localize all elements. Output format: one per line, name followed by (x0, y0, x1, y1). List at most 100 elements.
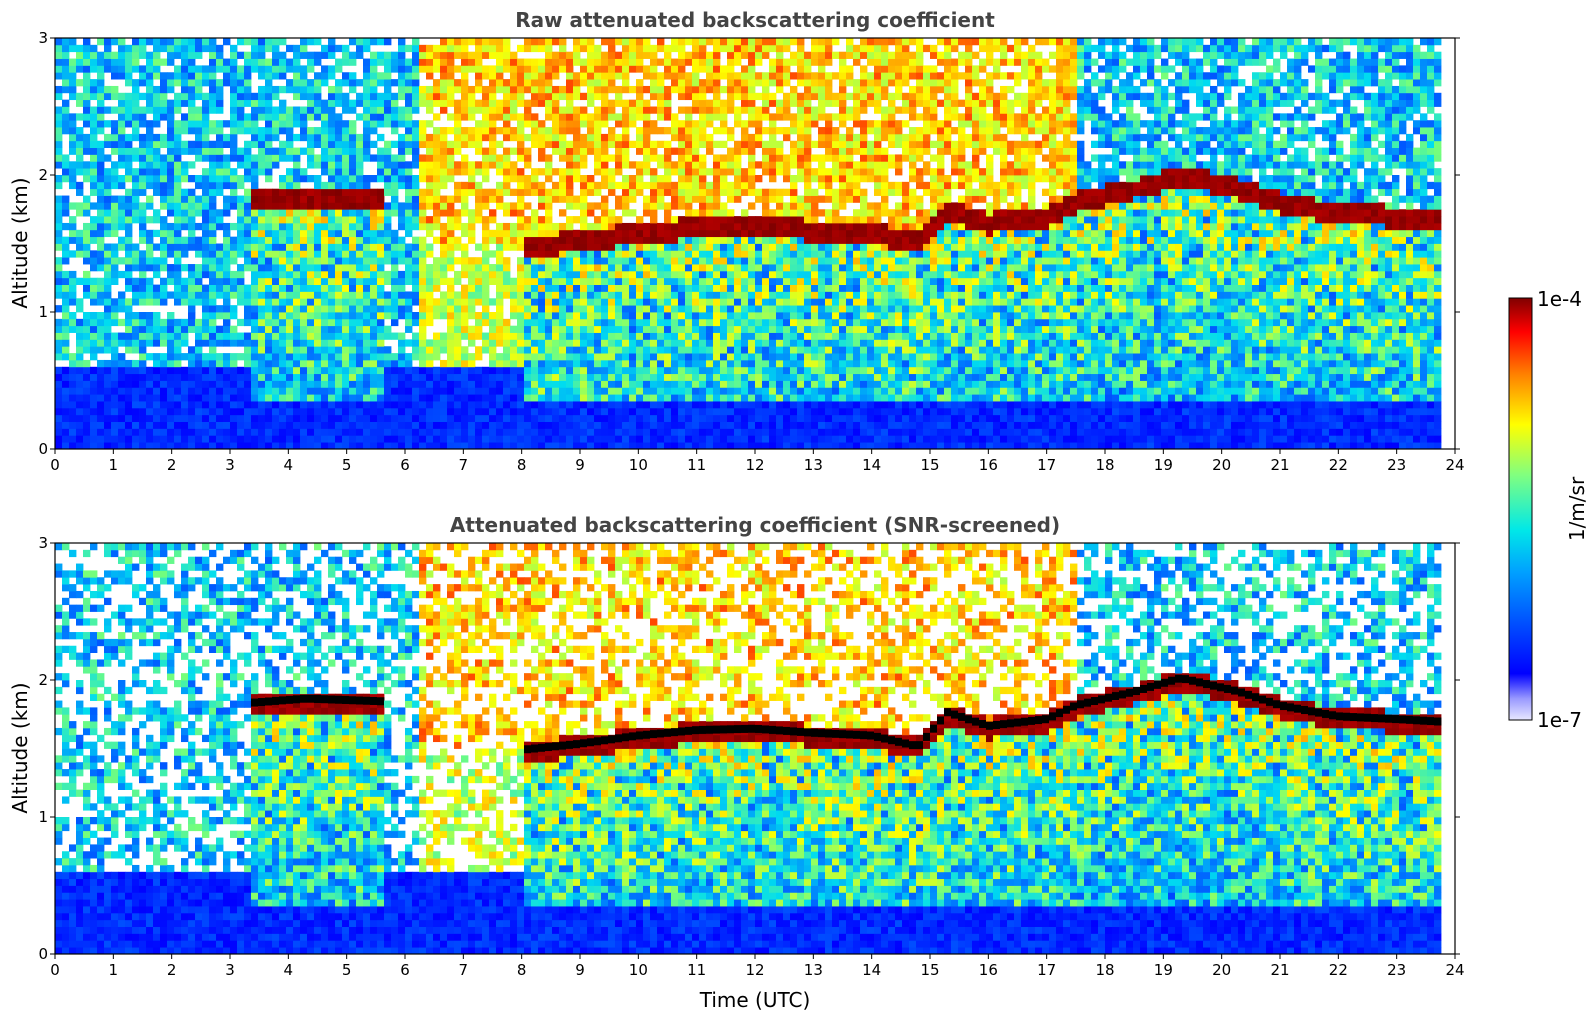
heatmap-cell (167, 229, 175, 238)
heatmap-cell (685, 353, 693, 361)
heatmap-cell (566, 291, 574, 299)
heatmap-cell (545, 366, 553, 375)
heatmap-cell (132, 65, 140, 73)
heatmap-cell (580, 209, 588, 217)
heatmap-cell (139, 236, 147, 244)
heatmap-cell (545, 359, 553, 368)
heatmap-cell (349, 339, 357, 347)
heatmap-cell (664, 421, 672, 429)
heatmap-cell (461, 85, 469, 94)
heatmap-cell (440, 346, 448, 354)
heatmap-cell (447, 92, 455, 101)
heatmap-cell (622, 312, 630, 320)
heatmap-cell (475, 72, 483, 80)
heatmap-cell (461, 58, 469, 66)
heatmap-cell (209, 407, 217, 416)
heatmap-cell (132, 127, 140, 135)
heatmap-cell (300, 175, 308, 183)
heatmap-cell (244, 113, 252, 121)
heatmap-cell (440, 250, 448, 258)
heatmap-cell (629, 140, 637, 148)
heatmap-cell (132, 99, 140, 107)
heatmap-cell (97, 243, 105, 251)
heatmap-cell (258, 188, 266, 196)
heatmap-cell (433, 161, 441, 169)
heatmap-cell (531, 181, 539, 190)
heatmap-cell (272, 216, 280, 224)
heatmap-cell (363, 209, 371, 217)
heatmap-cell (657, 318, 665, 327)
heatmap-cell (552, 250, 560, 258)
heatmap-cell (90, 113, 98, 121)
heatmap-cell (76, 346, 84, 354)
heatmap-cell (265, 366, 273, 375)
heatmap-cell (167, 346, 175, 354)
heatmap-cell (251, 298, 259, 306)
heatmap-cell (188, 99, 196, 107)
heatmap-cell (426, 99, 434, 107)
heatmap-cell (146, 250, 154, 258)
heatmap-cell (594, 236, 602, 244)
heatmap-cell (90, 277, 98, 285)
heatmap-cell (489, 394, 497, 402)
heatmap-cell (300, 332, 308, 340)
heatmap-cell (300, 264, 308, 272)
heatmap-cell (237, 401, 245, 409)
heatmap-cell (244, 435, 252, 443)
heatmap-cell (321, 79, 329, 87)
heatmap-cell (160, 229, 168, 238)
heatmap-cell (97, 106, 105, 114)
heatmap-cell (601, 216, 609, 224)
heatmap-cell (167, 325, 175, 333)
heatmap-cell (671, 257, 679, 265)
heatmap-cell (685, 216, 693, 224)
heatmap-cell (90, 291, 98, 299)
heatmap-cell (251, 120, 259, 128)
heatmap-cell (482, 106, 490, 114)
heatmap-cell (293, 414, 301, 422)
heatmap-cell (636, 421, 644, 429)
heatmap-cell (97, 380, 105, 388)
heatmap-cell (76, 202, 84, 210)
heatmap-cell (356, 181, 364, 190)
heatmap-cell (608, 140, 616, 148)
heatmap-cell (160, 277, 168, 285)
heatmap-cell (622, 229, 630, 238)
heatmap-cell (272, 387, 280, 395)
heatmap-cell (433, 428, 441, 436)
heatmap-cell (524, 305, 532, 313)
heatmap-cell (664, 58, 672, 66)
heatmap-cell (237, 318, 245, 327)
heatmap-cell (307, 305, 315, 313)
heatmap-cell (132, 332, 140, 340)
heatmap-cell (587, 85, 595, 94)
heatmap-cell (692, 216, 700, 224)
heatmap-cell (265, 243, 273, 251)
heatmap-cell (433, 407, 441, 416)
heatmap-cell (601, 92, 609, 101)
heatmap-cell (699, 140, 707, 148)
heatmap-cell (384, 346, 392, 354)
heatmap-cell (265, 353, 273, 361)
heatmap-cell (363, 127, 371, 135)
heatmap-cell (272, 284, 280, 292)
heatmap-cell (692, 161, 700, 169)
heatmap-cell (650, 318, 658, 327)
heatmap-cell (643, 140, 651, 148)
heatmap-cell (552, 195, 560, 203)
heatmap-cell (55, 243, 63, 251)
heatmap-cell (251, 188, 259, 196)
heatmap-cell (545, 394, 553, 402)
heatmap-cell (286, 373, 294, 381)
heatmap-cell (356, 79, 364, 87)
heatmap-cell (335, 216, 343, 224)
heatmap-cell (90, 85, 98, 94)
heatmap-cell (321, 394, 329, 402)
heatmap-cell (468, 325, 476, 333)
heatmap-cell (503, 401, 511, 409)
heatmap-cell (447, 359, 455, 368)
heatmap-cell (363, 65, 371, 73)
heatmap-cell (468, 284, 476, 292)
heatmap-cell (174, 373, 182, 381)
heatmap-cell (328, 133, 336, 142)
